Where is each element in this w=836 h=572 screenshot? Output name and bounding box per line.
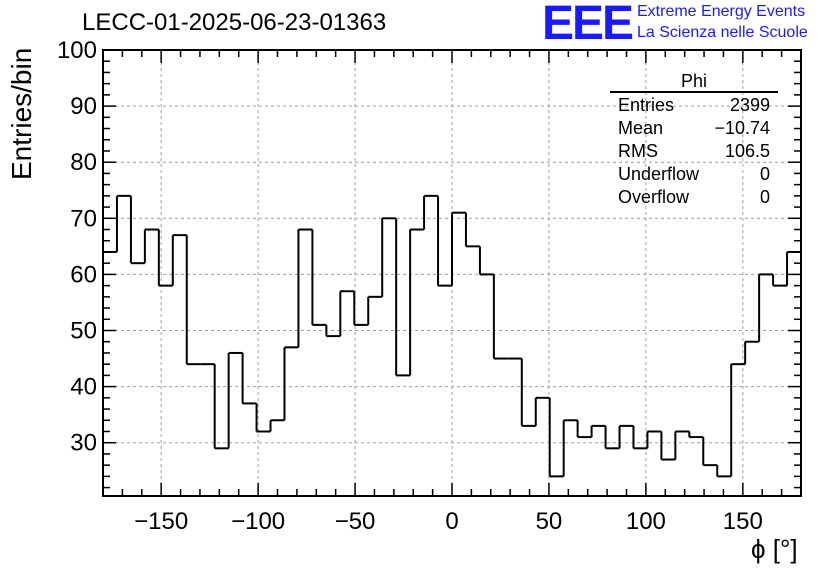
- x-tick-label: 50: [536, 508, 563, 535]
- stats-label: RMS: [618, 141, 658, 161]
- x-tick-label: 0: [445, 508, 458, 535]
- x-tick-label: −150: [134, 508, 188, 535]
- x-axis-ticks: −150 −100 −50 0 50 100 150: [102, 50, 802, 535]
- stats-box: Phi Entries 2399 Mean −10.74 RMS 106.5 U…: [610, 70, 778, 209]
- y-tick-label: 70: [70, 205, 97, 232]
- stats-label: Entries: [618, 95, 675, 115]
- stats-value: 106.5: [724, 141, 770, 161]
- y-tick-label: 50: [70, 318, 97, 345]
- stats-title: Phi: [610, 70, 778, 93]
- y-axis-label: Entries/bin: [6, 47, 37, 180]
- stats-value: 2399: [729, 95, 770, 115]
- x-axis-label: ϕ [°]: [751, 534, 798, 564]
- x-tick-label: 150: [723, 508, 763, 535]
- stats-value: 0: [759, 187, 770, 207]
- chart-title: LECC-01-2025-06-23-01363: [82, 9, 387, 36]
- y-tick-label: 100: [57, 37, 97, 64]
- stats-row-entries: Entries 2399: [610, 94, 778, 117]
- stats-value: −10.74: [714, 118, 770, 138]
- y-axis-ticks: 30 40 50 60 70 80 90 100: [57, 37, 801, 489]
- x-tick-label: 100: [626, 508, 666, 535]
- stats-row-underflow: Underflow 0: [610, 163, 778, 186]
- y-tick-label: 40: [70, 374, 97, 401]
- stats-row-mean: Mean −10.74: [610, 117, 778, 140]
- y-tick-label: 90: [70, 93, 97, 120]
- logo-line-2: La Scienza nelle Scuole: [637, 24, 808, 41]
- stats-row-overflow: Overflow 0: [610, 186, 778, 209]
- stats-value: 0: [759, 164, 770, 184]
- x-tick-label: −50: [335, 508, 376, 535]
- y-tick-label: 80: [70, 149, 97, 176]
- logo-line-1: Extreme Energy Events: [637, 3, 806, 20]
- stats-label: Underflow: [618, 164, 700, 184]
- histogram-series: [103, 194, 801, 478]
- stats-row-rms: RMS 106.5: [610, 140, 778, 163]
- y-tick-label: 30: [70, 430, 97, 457]
- stats-label: Mean: [618, 118, 664, 138]
- y-tick-label: 60: [70, 261, 97, 288]
- x-tick-label: −100: [231, 508, 285, 535]
- stats-label: Overflow: [618, 187, 690, 207]
- eee-logo: EEE: [542, 0, 634, 50]
